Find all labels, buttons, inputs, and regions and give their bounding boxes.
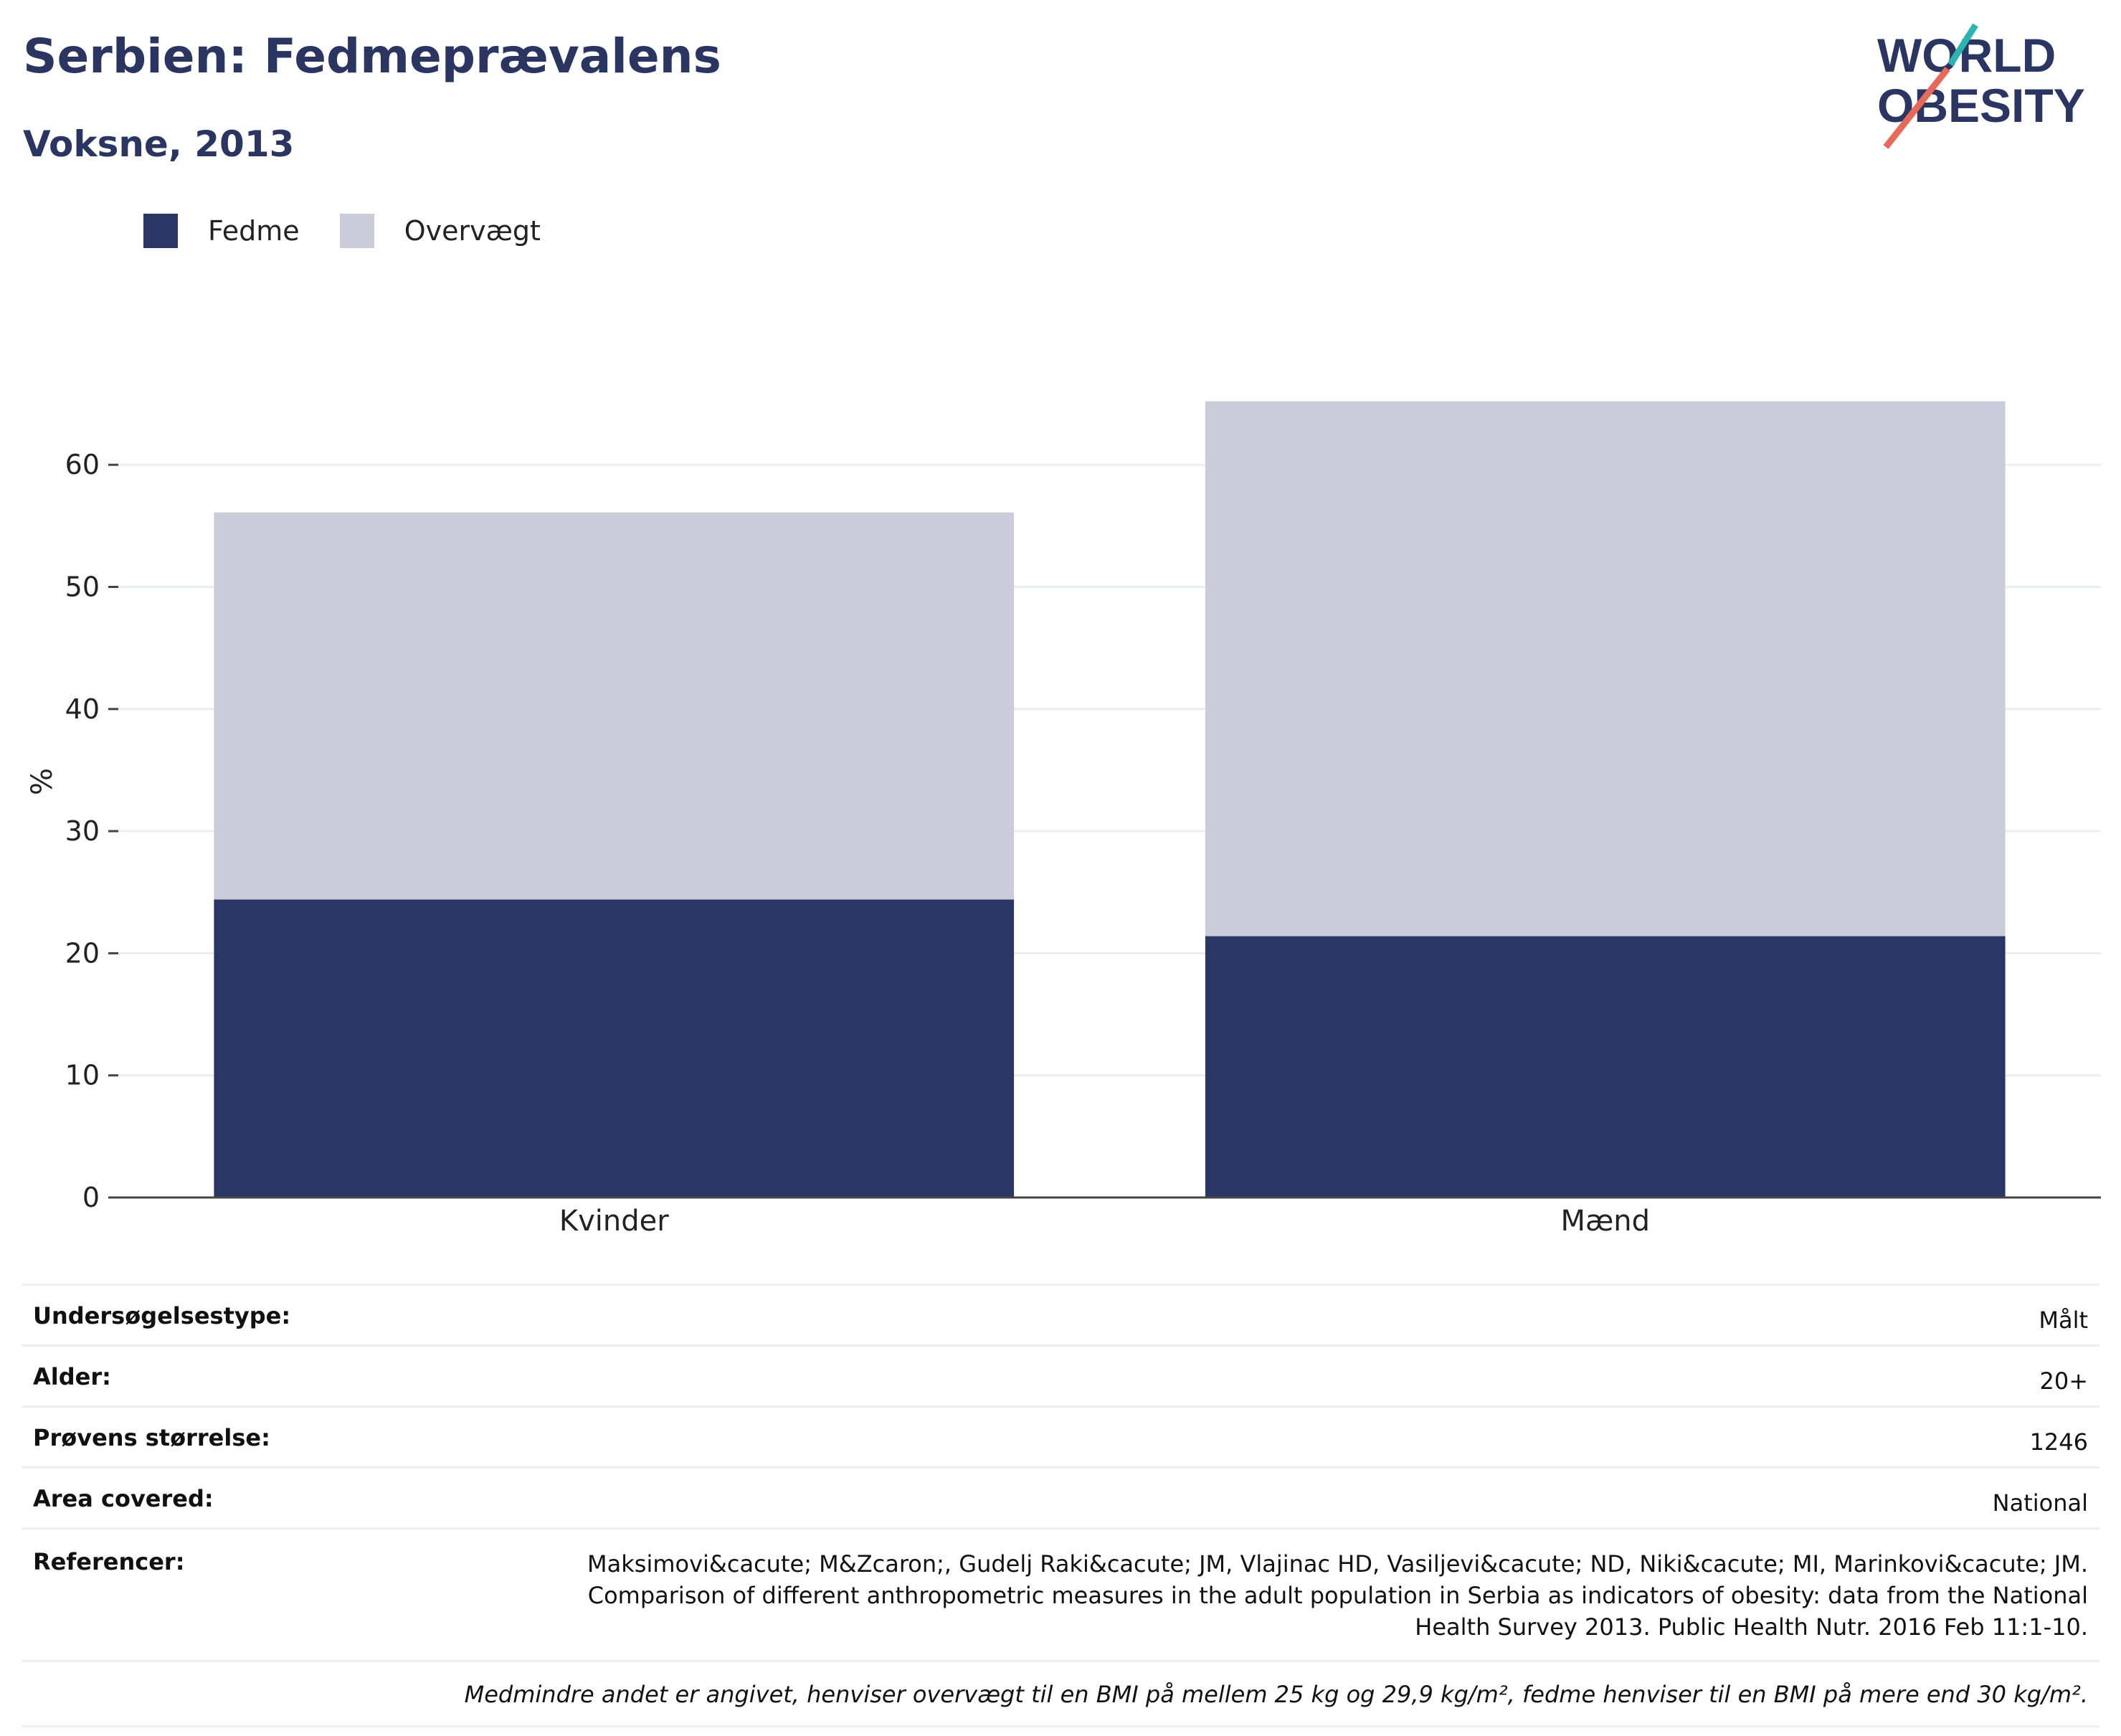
- legend-item-overvaegt[interactable]: Overvægt: [339, 214, 541, 248]
- legend-item-fedme[interactable]: Fedme: [143, 214, 300, 248]
- bar-overvaegt: [214, 512, 1015, 900]
- info-value-area: National: [1992, 1489, 2088, 1517]
- world-obesity-logo: WORLD OBESITY: [1877, 23, 2085, 149]
- info-row-age: Alder: 20+: [22, 1344, 2099, 1405]
- info-value-survey-type: Målt: [2039, 1306, 2088, 1334]
- info-row-survey-type: Undersøgelsestype: Målt: [22, 1284, 2099, 1344]
- y-tick-label: 50: [65, 571, 100, 603]
- chart-subtitle: Voksne, 2013: [23, 123, 295, 165]
- references-text: Maksimovi&cacute; M&Zcaron;, Gudelj Raki…: [587, 1548, 2088, 1643]
- stacked-bar-chart: 0 10 20 30 40 50 60% Kvinder Mænd: [26, 401, 2101, 1238]
- info-label-age: Alder:: [33, 1363, 111, 1390]
- x-tick-label: Mænd: [1560, 1205, 1650, 1238]
- info-row-references: Referencer: Maksimovi&cacute; M&Zcaron;,…: [22, 1527, 2099, 1660]
- legend-swatch-fedme: [143, 214, 178, 248]
- info-label-area: Area covered:: [33, 1485, 214, 1512]
- info-label-references: Referencer:: [33, 1548, 185, 1575]
- y-tick-label: 60: [65, 449, 100, 480]
- bar-overvaegt: [1205, 401, 2006, 936]
- y-tick-label: 0: [82, 1182, 100, 1213]
- chart-title: Serbien: Fedmeprævalens: [23, 29, 721, 84]
- info-label-survey-type: Undersøgelsestype:: [33, 1302, 291, 1329]
- reference-line: Comparison of different anthropometric m…: [587, 1582, 2088, 1609]
- logo-text-obesity: OBESITY: [1877, 79, 2085, 132]
- survey-info-table: Undersøgelsestype: Målt Alder: 20+ Prøve…: [22, 1284, 2099, 1727]
- logo-slash-teal: [1947, 23, 1978, 67]
- y-tick-label: 10: [65, 1060, 100, 1091]
- y-tick-label: 30: [65, 815, 100, 847]
- reference-line: Maksimovi&cacute; M&Zcaron;, Gudelj Raki…: [587, 1550, 2088, 1578]
- info-row-area: Area covered: National: [22, 1466, 2099, 1527]
- chart-legend: Fedme Overvægt: [143, 214, 581, 248]
- y-tick-label: 40: [65, 693, 100, 725]
- info-label-sample-size: Prøvens størrelse:: [33, 1424, 270, 1451]
- y-axis-label: %: [26, 768, 59, 795]
- bar-fedme: [214, 899, 1015, 1197]
- bar-fedme: [1205, 936, 2006, 1197]
- legend-label-fedme: Fedme: [208, 215, 300, 247]
- info-value-age: 20+: [2039, 1367, 2088, 1395]
- legend-label-overvaegt: Overvægt: [404, 215, 541, 247]
- definition-note: Medmindre andet er angivet, henviser ove…: [22, 1660, 2099, 1727]
- logo-slash-coral: [1883, 67, 1950, 149]
- legend-swatch-overvaegt: [339, 214, 374, 248]
- info-value-sample-size: 1246: [2029, 1428, 2088, 1456]
- x-tick-label: Kvinder: [559, 1205, 669, 1238]
- reference-line: Health Survey 2013. Public Health Nutr. …: [1415, 1613, 2088, 1641]
- info-row-sample-size: Prøvens størrelse: 1246: [22, 1405, 2099, 1466]
- y-tick-label: 20: [65, 937, 100, 969]
